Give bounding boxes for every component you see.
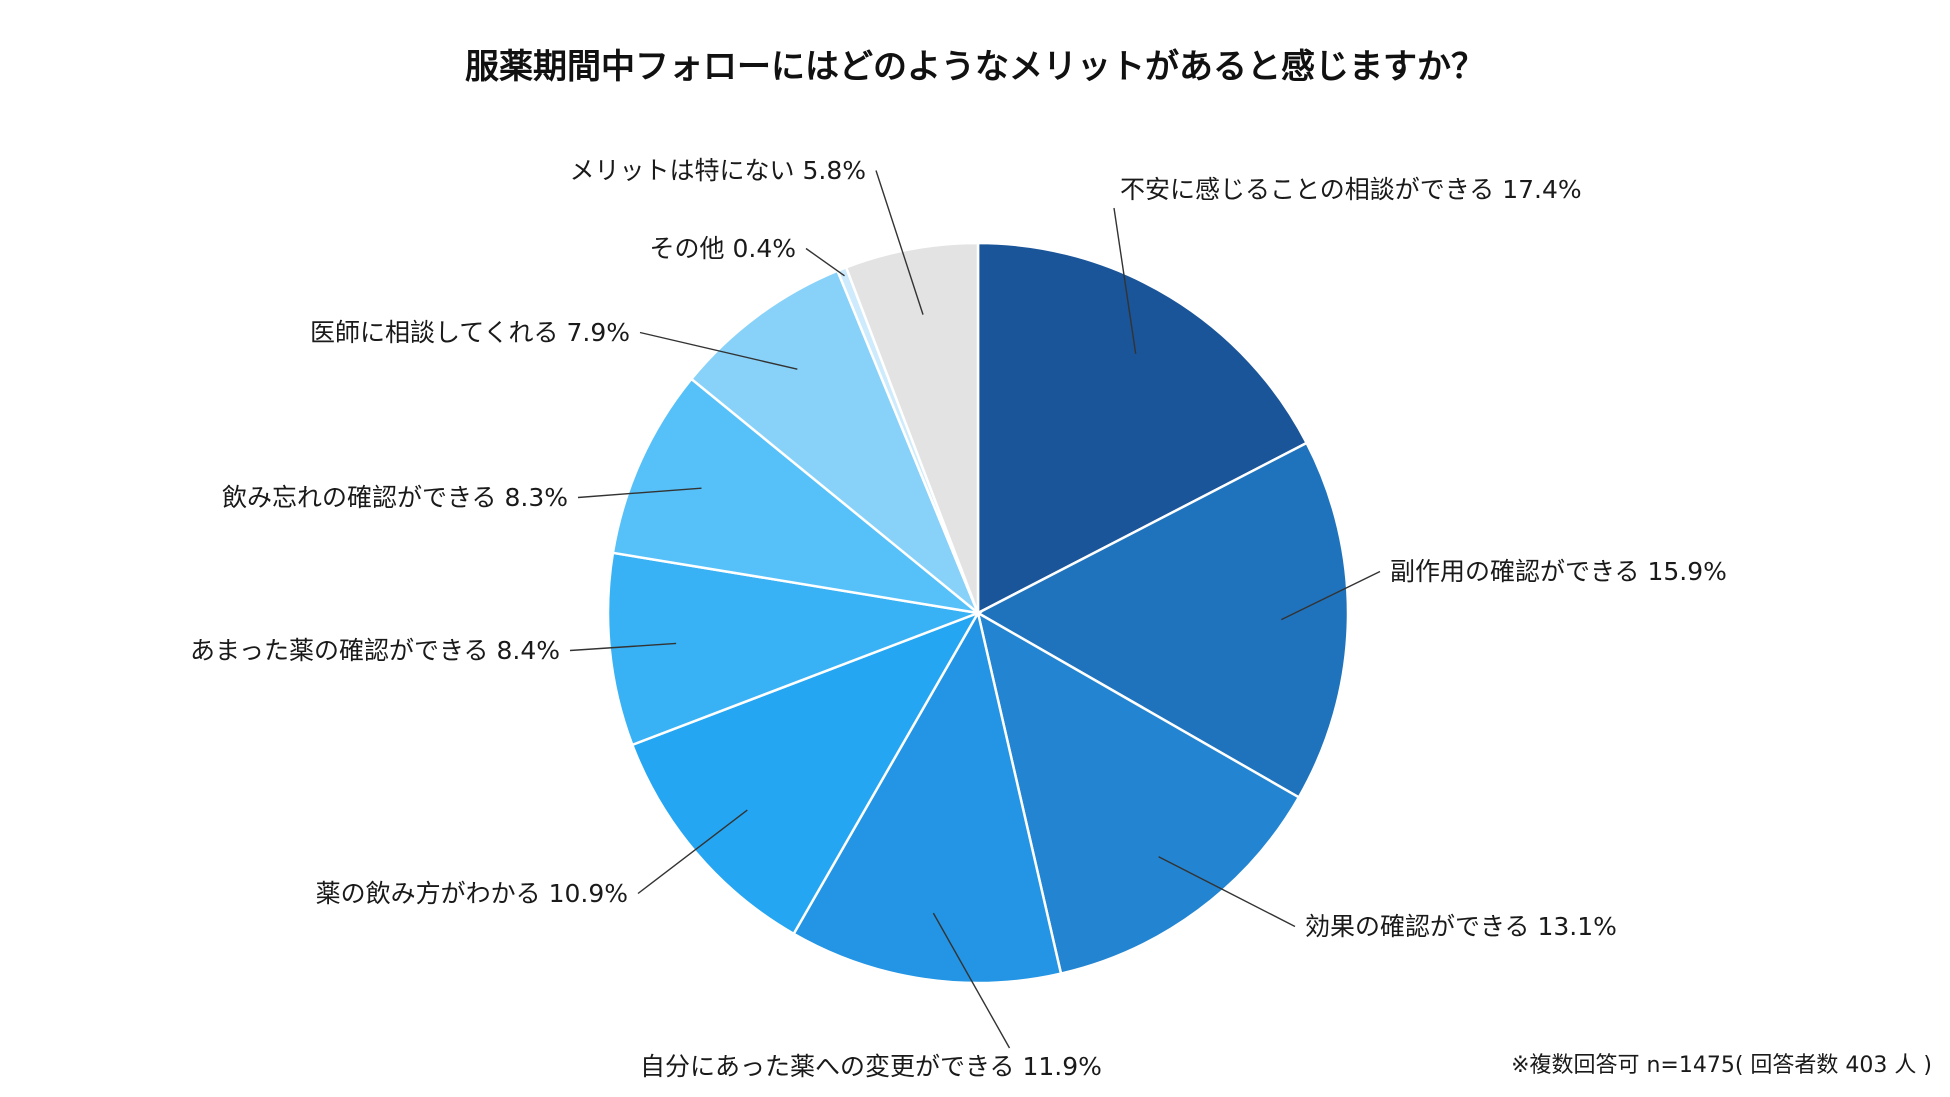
slice-7-label: 飲み忘れの確認ができる 8.3% [222, 483, 568, 512]
slice-3-leader-line [1158, 856, 1296, 928]
slice-7-leader-line [577, 487, 702, 499]
slice-1-label: 不安に感じることの相談ができる 17.4% [1120, 175, 1582, 204]
pie-slices [606, 241, 1350, 985]
chart-footnote: ※複数回答可 n=1475( 回答者数 403 人 ) [1511, 1053, 1932, 1078]
slice-2-leader-line [1281, 570, 1381, 621]
slice-1-leader-line [1113, 207, 1137, 354]
slice-3-wedge [976, 610, 1301, 976]
slice-2-label: 副作用の確認ができる 15.9% [1390, 557, 1727, 586]
slice-6-label: あまった薬の確認ができる 8.4% [190, 636, 560, 665]
slice-7-wedge [611, 377, 983, 615]
chart-title: 服薬期間中フォローにはどのようなメリットがあると感じますか？ [465, 47, 1485, 87]
slice-9-leader-line [805, 247, 845, 277]
slice-5-leader-line [637, 809, 748, 895]
slice-labels: 不安に感じることの相談ができる 17.4% 副作用の確認ができる 15.9% 効果の… [190, 156, 1727, 1081]
slice-6-leader-line [569, 642, 677, 652]
slice-4-wedge [791, 609, 1063, 985]
slice-8-label: 医師に相談してくれる 7.9% [310, 318, 630, 347]
slice-5-wedge [630, 610, 981, 936]
slice-8-leader-line [639, 331, 798, 370]
slice-6-wedge [606, 551, 983, 747]
slice-2-wedge [975, 441, 1350, 800]
slice-5-label: 薬の飲み方がわかる 10.9% [316, 879, 628, 908]
slice-4-label: 自分にあった薬への変更ができる 11.9% [640, 1052, 1102, 1081]
slice-9-label: その他 0.4% [650, 234, 796, 263]
slice-8-wedge [689, 269, 980, 614]
slice-10-wedge [844, 241, 980, 614]
leader-lines [569, 170, 1381, 1049]
slice-10-label: メリットは特にない 5.8% [570, 156, 866, 185]
slice-4-leader-line [932, 912, 1011, 1049]
slice-3-label: 効果の確認ができる 13.1% [1305, 912, 1617, 941]
slice-1-wedge [976, 241, 1309, 616]
slice-10-leader-line [875, 170, 924, 315]
